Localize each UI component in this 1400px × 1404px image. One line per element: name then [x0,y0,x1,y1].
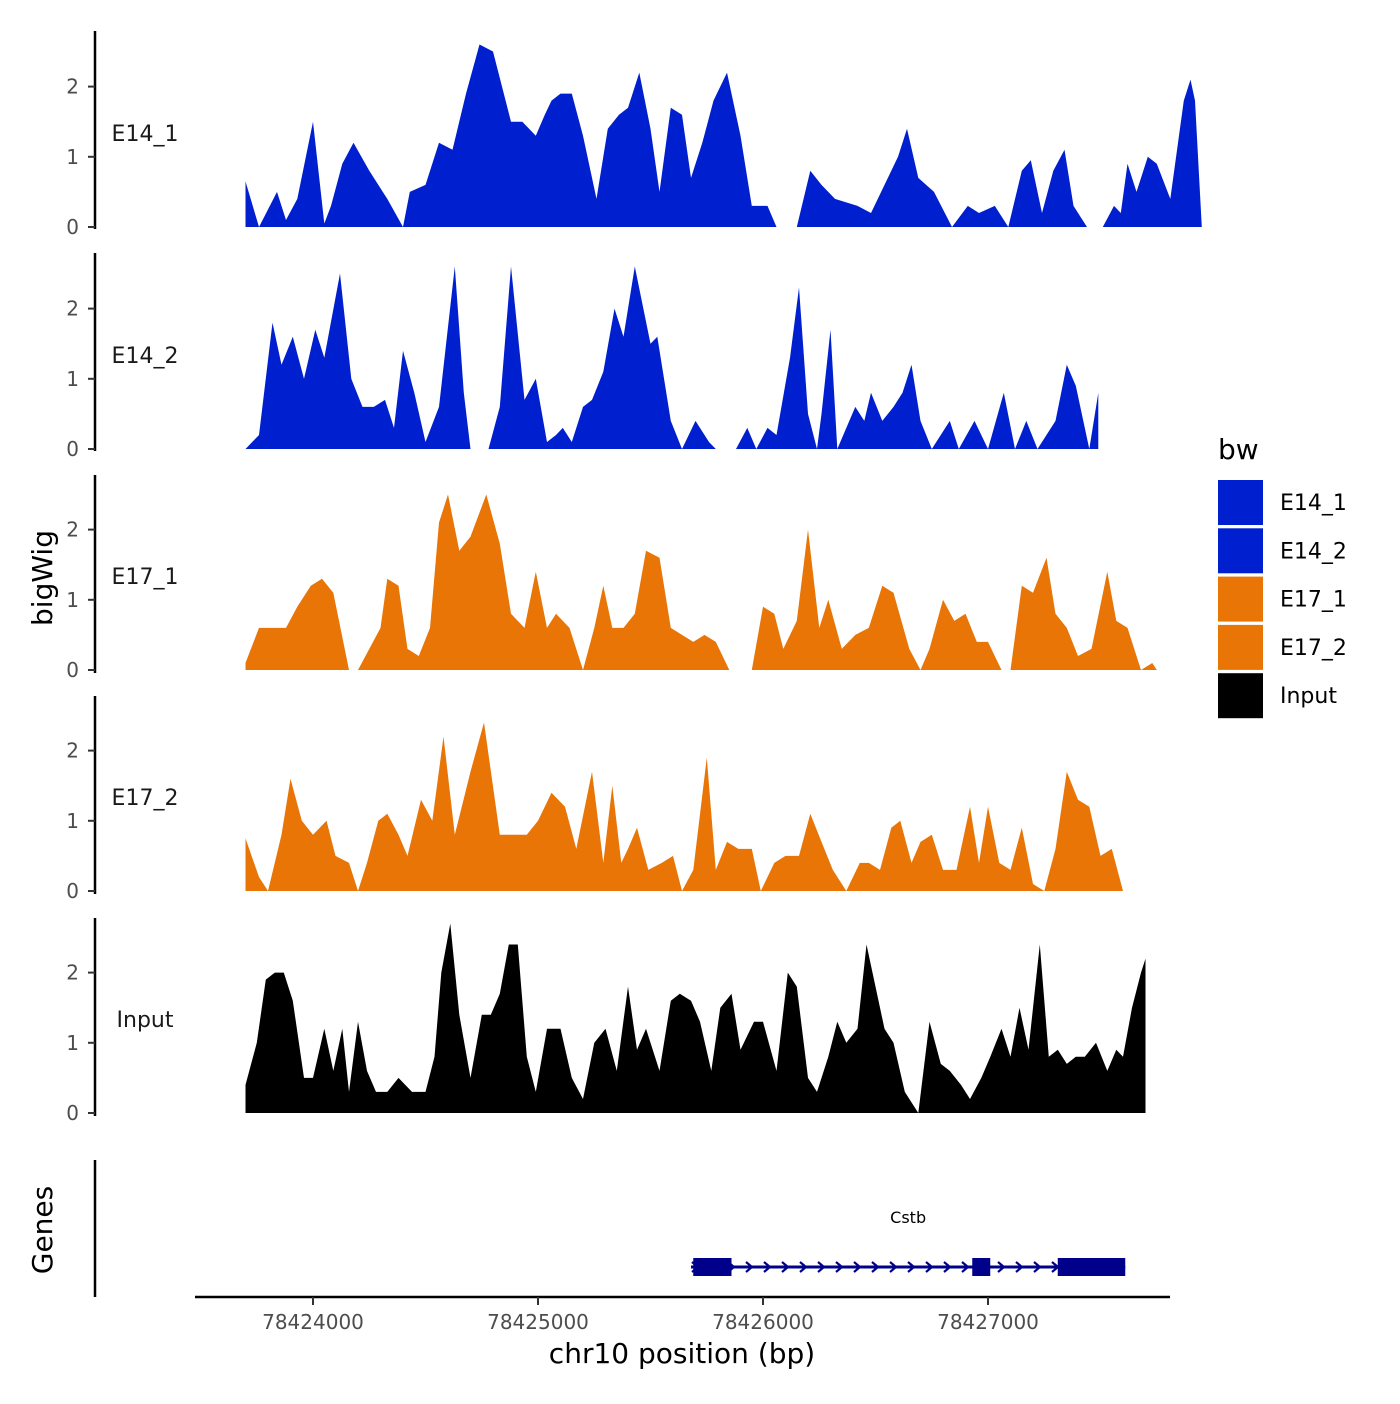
legend-swatch-e14_1 [1218,480,1263,525]
strand-arrow-icon [853,1261,862,1273]
legend-label-e17_2: E17_2 [1280,636,1347,661]
y-tick-label-e17_2-0: 0 [66,879,79,903]
y-tick-label-e17_1-0: 0 [66,658,79,682]
legend-label-e14_1: E14_1 [1280,491,1347,516]
gene-exon-cstb-2 [972,1258,991,1276]
coverage-area-input-1 [245,923,1146,1113]
x-tick-label-78426000: 78426000 [712,1310,814,1334]
y-tick-label-e14_1-1: 1 [66,145,79,169]
strand-arrow-icon [835,1261,844,1273]
y-tick-label-e17_1-2: 2 [66,518,79,542]
y-tick-label-input-2: 2 [66,961,79,985]
track-label-e17_1: E17_1 [112,565,179,590]
strand-arrow-icon [907,1261,916,1273]
y-tick-label-e17_2-1: 1 [66,809,79,833]
strand-arrow-icon [961,1261,970,1273]
strand-arrow-icon [943,1261,952,1273]
legend-title: bw [1218,433,1259,466]
coverage-area-e14_1-3 [1102,79,1202,227]
genes-axis-title: Genes [26,1186,59,1274]
coverage-area-e14_2-2 [488,266,716,449]
y-tick-label-e14_1-0: 0 [66,215,79,239]
y-tick-label-e17_2-2: 2 [66,739,79,763]
strand-arrow-icon [889,1261,898,1273]
y-axis-title: bigWig [26,530,59,626]
x-tick-label-78424000: 78424000 [262,1310,364,1334]
y-tick-label-e14_2-2: 2 [66,297,79,321]
track-label-e17_2: E17_2 [112,786,179,811]
x-tick-label-78425000: 78425000 [487,1310,589,1334]
strand-arrow-icon [745,1261,754,1273]
gene-exon-cstb-3 [1057,1258,1126,1276]
gene-exon-cstb-1 [693,1258,732,1276]
legend-swatch-e17_1 [1218,576,1263,622]
track-label-e14_2: E14_2 [112,344,179,369]
y-tick-label-input-1: 1 [66,1031,79,1055]
strand-arrow-icon [817,1261,826,1273]
strand-arrow-icon [1033,1261,1042,1273]
gene-name-cstb: Cstb [890,1208,926,1227]
strand-arrow-icon [781,1261,790,1273]
strand-arrow-icon [1015,1261,1024,1273]
legend-label-e17_1: E17_1 [1280,588,1347,613]
legend-swatch-input [1218,673,1263,719]
y-tick-label-e14_2-0: 0 [66,437,79,461]
legend-swatch-e17_2 [1218,624,1263,670]
y-tick-label-e14_2-1: 1 [66,367,79,391]
coverage-area-e17_1-3 [751,529,1157,670]
strand-arrow-icon [925,1261,934,1273]
strand-arrow-icon [871,1261,880,1273]
y-tick-label-e14_1-2: 2 [66,75,79,99]
strand-arrow-icon [763,1261,772,1273]
y-tick-label-input-0: 0 [66,1101,79,1125]
coverage-area-e17_1-1 [245,578,349,670]
coverage-area-e17_1-2 [358,494,730,670]
coverage-area-e14_2-3 [736,287,1099,449]
strand-arrow-icon [799,1261,808,1273]
coverage-area-e14_1-2 [796,128,1087,227]
legend-label-input: Input [1280,684,1337,709]
coverage-area-e14_2-1 [245,266,471,449]
track-label-e14_1: E14_1 [112,122,179,147]
x-axis-title: chr10 position (bp) [549,1337,815,1370]
coverage-area-e17_2-1 [245,722,1123,891]
track-label-input: Input [117,1008,174,1033]
strand-arrow-icon [997,1261,1006,1273]
y-tick-label-e17_1-1: 1 [66,588,79,612]
x-tick-label-78427000: 78427000 [937,1310,1039,1334]
legend-swatch-e14_2 [1218,528,1263,574]
coverage-area-e14_1-1 [245,44,777,227]
legend-label-e14_2: E14_2 [1280,539,1347,564]
